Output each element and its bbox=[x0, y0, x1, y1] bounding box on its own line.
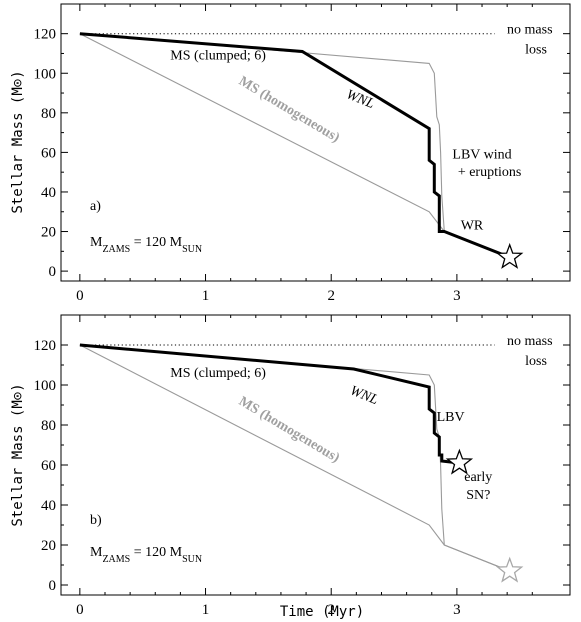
y-tick-label-a-2: 40 bbox=[41, 185, 56, 201]
series-line-b-1 bbox=[79, 344, 510, 572]
panel-b: 0 1 2 3 0 20 40 60 80 100 120 no mass loss MS (clump… bbox=[10, 314, 571, 620]
annotation-a-7: WR bbox=[461, 219, 484, 234]
annotation-a-2: MS (clumped; 6) bbox=[170, 48, 266, 63]
annotation-b-0: no mass bbox=[507, 334, 553, 349]
x-tick-label-a-0: 0 bbox=[76, 288, 84, 304]
annotation-a-3: WNL bbox=[344, 87, 377, 112]
x-tick-label-a-1: 1 bbox=[202, 288, 210, 304]
y-tick-label-b-1: 20 bbox=[41, 538, 56, 554]
annotation-b-6: early bbox=[464, 470, 492, 485]
annotation-a-0: no mass bbox=[507, 23, 553, 38]
zams-label-b: MZAMS = 120 MSUN bbox=[90, 545, 202, 565]
y-tick-label-a-5: 100 bbox=[34, 66, 57, 82]
x-tick-label-b-0: 0 bbox=[76, 602, 84, 618]
series-line-a-2 bbox=[79, 33, 510, 258]
y-tick-label-a-1: 20 bbox=[41, 225, 56, 241]
x-tick-label-a-2: 2 bbox=[327, 288, 335, 304]
x-tick-label-b-2: 2 bbox=[327, 602, 335, 618]
annotation-b-2: MS (clumped; 6) bbox=[170, 366, 266, 381]
series-line-b-3 bbox=[79, 343, 460, 465]
end-star-marker-b-1 bbox=[445, 448, 474, 475]
annotation-a-1: loss bbox=[525, 42, 547, 57]
plot-frame-b bbox=[60, 314, 571, 596]
annotation-b-1: loss bbox=[525, 354, 547, 369]
annotation-a-4: MS (homogeneous) bbox=[236, 74, 342, 146]
x-axis-label: Time (Myr) bbox=[280, 604, 364, 620]
y-tick-label-b-0: 0 bbox=[49, 578, 57, 594]
annotation-a-5: LBV wind bbox=[452, 147, 511, 162]
y-tick-label-b-5: 100 bbox=[34, 378, 57, 394]
panel-label-a: a) bbox=[90, 199, 101, 214]
annotation-b-4: MS (homogeneous) bbox=[236, 394, 342, 466]
y-tick-label-b-6: 120 bbox=[34, 338, 57, 354]
series-line-b-2 bbox=[79, 344, 510, 572]
y-tick-label-a-4: 80 bbox=[41, 106, 56, 122]
annotation-b-7: SN? bbox=[466, 488, 490, 503]
y-tick-label-a-3: 60 bbox=[41, 145, 56, 161]
plot-frame-a bbox=[60, 3, 571, 282]
y-axis-label-a: Stellar Mass (M⊙) bbox=[10, 70, 26, 213]
annotation-a-6: + eruptions bbox=[458, 165, 522, 180]
x-tick-label-b-3: 3 bbox=[453, 602, 461, 618]
y-tick-label-b-3: 60 bbox=[41, 458, 56, 474]
y-tick-label-a-0: 0 bbox=[49, 264, 57, 280]
y-tick-label-a-6: 120 bbox=[34, 27, 57, 43]
zams-label-a: MZAMS = 120 MSUN bbox=[90, 235, 202, 255]
y-axis-label-b: Stellar Mass (M⊙) bbox=[10, 383, 26, 526]
y-tick-label-b-4: 80 bbox=[41, 418, 56, 434]
end-star-marker-a-1 bbox=[496, 242, 524, 269]
y-tick-label-b-2: 40 bbox=[41, 498, 56, 514]
panel-a: 0 1 2 3 0 20 40 60 80 100 120 no mass loss MS (clump… bbox=[10, 3, 571, 304]
series-line-a-3 bbox=[79, 32, 511, 259]
annotation-b-3: WNL bbox=[348, 383, 381, 408]
annotation-b-5: LBV bbox=[437, 410, 465, 425]
series-line-a-1 bbox=[79, 33, 510, 258]
end-star-marker-b-0 bbox=[496, 556, 524, 583]
x-tick-label-b-1: 1 bbox=[202, 602, 210, 618]
x-tick-label-a-3: 3 bbox=[453, 288, 461, 304]
panel-label-b: b) bbox=[90, 513, 102, 528]
